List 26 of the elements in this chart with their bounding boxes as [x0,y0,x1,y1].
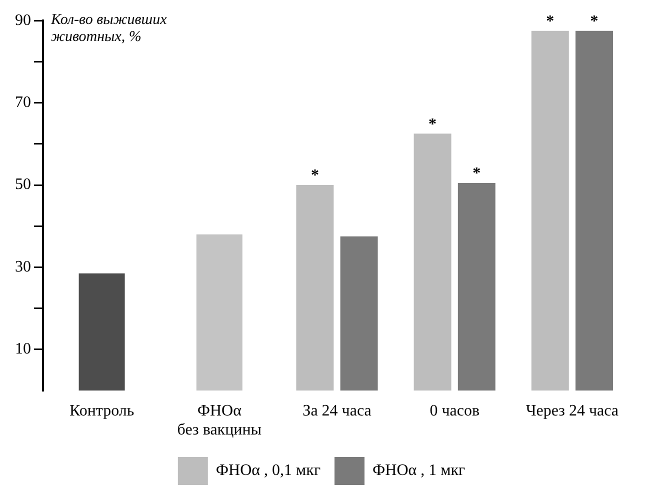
y-tick-label: 90 [15,12,31,29]
x-tick-label: 0 часов [430,402,480,420]
annotation: * [310,167,319,184]
y-tick-label: 30 [15,258,31,276]
y-tick-label: 70 [15,94,31,112]
bar [576,30,613,391]
y-tick-label: 10 [15,340,31,358]
x-tick-label: Через 24 часа [526,402,619,420]
x-tick-label: ФНОα без вакцины [177,402,262,439]
bar [196,234,242,391]
legend-label: ФНОα , 1 мкг [372,462,466,480]
bar [340,236,378,391]
x-tick-label: Контроль [69,402,134,420]
annotation: * [590,13,598,30]
y-tick-label: 50 [15,176,31,194]
bar [414,134,452,391]
bar [296,185,334,391]
bar [531,30,569,391]
annotation: * [472,165,481,182]
legend-label: ФНОα , 0,1 мкг [216,462,321,480]
annotation: * [428,116,437,133]
x-tick-label: За 24 часа [302,402,372,420]
bar [458,182,496,391]
annotation: * [546,13,554,30]
bar [78,273,125,391]
y-axis-title: Кол-во выживших животных, % [50,12,168,46]
